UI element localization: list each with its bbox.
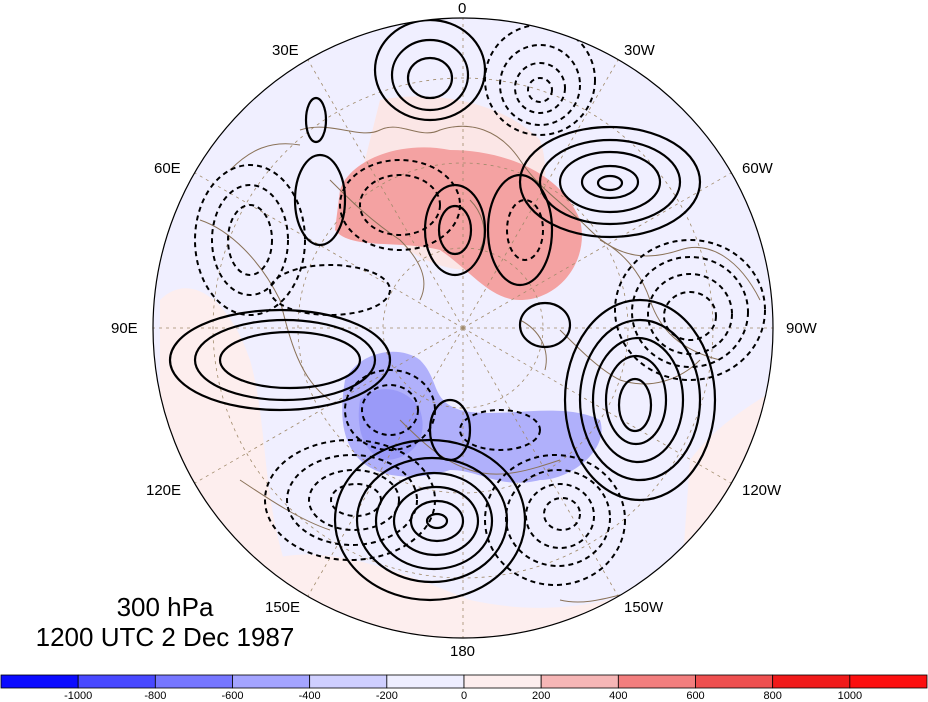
colorbar-tick-label: 800 <box>763 690 782 702</box>
lon-label-90e: 90E <box>111 320 138 337</box>
colorbar-tick-label: 200 <box>531 690 551 702</box>
colorbar-tick-label: -600 <box>221 690 244 702</box>
colorbar-tick-label: 1000 <box>837 690 863 702</box>
lon-label-120e: 120E <box>146 482 182 499</box>
colorbar <box>0 674 928 689</box>
lon-label-60w: 60W <box>742 160 773 177</box>
valid-time: 1200 UTC 2 Dec 1987 <box>35 622 295 652</box>
lon-label-30w: 30W <box>624 42 655 59</box>
colorbar-box <box>617 674 696 689</box>
colorbar-box <box>386 674 465 689</box>
positive-contours <box>168 18 717 602</box>
lon-label-90w: 90W <box>786 320 817 337</box>
colorbar-tick-label: 400 <box>609 690 628 702</box>
pressure-level: 300 hPa <box>116 592 214 622</box>
colorbar-box <box>772 674 851 689</box>
colorbar-box <box>77 674 156 689</box>
colorbar-box <box>0 674 79 689</box>
lon-label-150w: 150W <box>624 599 664 616</box>
colorbar-box <box>154 674 233 689</box>
colorbar-box <box>695 674 774 689</box>
negative-contours <box>194 24 766 586</box>
colorbar-tick-label: -1000 <box>64 690 93 702</box>
colorbar-tick-label: -400 <box>298 690 321 702</box>
colorbar-tick-label: 0 <box>460 690 468 702</box>
colorbar-box <box>849 674 928 689</box>
colorbar-tick-label: 600 <box>686 690 705 702</box>
lon-label-0: 0 <box>458 0 467 17</box>
colorbar-tick-label: -800 <box>144 690 167 702</box>
colorbar-box <box>463 674 542 689</box>
map-border <box>152 17 774 639</box>
colorbar-box <box>232 674 311 689</box>
lon-label-60e: 60E <box>154 160 181 177</box>
lon-label-120w: 120W <box>742 482 782 499</box>
colorbar-tick-label: -200 <box>375 690 398 702</box>
colorbar-box <box>309 674 388 689</box>
lon-label-30e: 30E <box>272 42 299 59</box>
lon-label-150e: 150E <box>265 599 301 616</box>
lon-label-180: 180 <box>450 643 476 660</box>
colorbar-box <box>540 674 619 689</box>
